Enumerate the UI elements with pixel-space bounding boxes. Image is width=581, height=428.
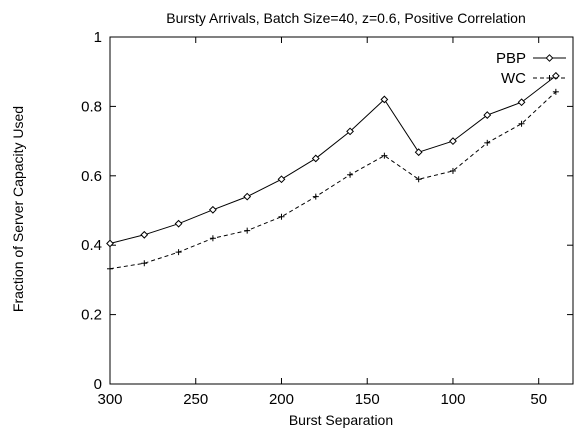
series-line-wc: [109, 91, 557, 270]
y-tick-label: 0.2: [81, 307, 102, 324]
data-point-wc: [347, 171, 354, 178]
y-tick-label: 0: [94, 376, 102, 393]
x-tick-label: 100: [440, 391, 465, 408]
data-point-wc: [381, 152, 388, 159]
data-point-pbp: [140, 230, 149, 239]
legend-sample-pbp: [533, 54, 566, 62]
data-point-pbp: [311, 154, 320, 163]
data-point-wc: [552, 88, 559, 95]
axis-ticks: 0 0.2 0.4 0.6 0.8 1 300 250 200 150 100 50: [81, 29, 573, 408]
x-tick-label: 250: [183, 391, 208, 408]
data-point-wc: [278, 213, 285, 220]
y-tick-label: 0.4: [81, 237, 102, 254]
legend-label-wc: WC: [501, 70, 526, 87]
data-point-pbp: [551, 71, 560, 80]
data-point-wc: [141, 260, 148, 267]
x-tick-label: 200: [269, 391, 294, 408]
data-point-pbp: [517, 98, 526, 107]
legend-sample-wc: [533, 75, 566, 81]
data-point-wc: [209, 235, 216, 242]
data-point-wc: [518, 120, 525, 127]
series-wc: [107, 88, 559, 272]
data-point-pbp: [346, 127, 354, 136]
data-point-pbp: [449, 137, 457, 146]
data-point-pbp: [483, 111, 492, 119]
legend: PBP WC: [496, 50, 566, 87]
data-point-pbp: [380, 95, 389, 104]
x-tick-label: 300: [97, 391, 122, 408]
chart-title: Bursty Arrivals, Batch Size=40, z=0.6, P…: [166, 10, 526, 26]
data-point-wc: [449, 167, 456, 174]
data-point-wc: [312, 193, 319, 200]
data-point-wc: [107, 265, 113, 272]
series-line-pbp: [109, 75, 557, 244]
data-point-wc: [415, 176, 422, 183]
data-point-wc: [244, 227, 251, 234]
plot-frame: [109, 36, 574, 385]
data-point-pbp: [243, 192, 252, 201]
data-point-wc: [175, 249, 182, 256]
series-pbp: [106, 71, 560, 248]
data-point-pbp: [106, 239, 114, 248]
data-point-pbp: [414, 148, 423, 157]
y-axis-label: Fraction of Server Capacity Used: [10, 106, 26, 312]
data-point-pbp: [208, 205, 217, 214]
y-tick-label: 1: [94, 29, 102, 46]
series-layer: [106, 71, 560, 272]
data-point-wc: [484, 139, 491, 146]
y-tick-label: 0.6: [81, 168, 102, 185]
y-tick-label: 0.8: [81, 98, 102, 115]
legend-marker-pbp: [545, 54, 554, 62]
data-point-pbp: [277, 175, 286, 184]
x-tick-label: 50: [530, 391, 547, 408]
legend-marker-wc: [546, 75, 553, 81]
legend-label-pbp: PBP: [496, 50, 526, 67]
x-axis-label: Burst Separation: [289, 412, 393, 428]
x-tick-label: 150: [355, 391, 380, 408]
data-point-pbp: [174, 219, 183, 228]
